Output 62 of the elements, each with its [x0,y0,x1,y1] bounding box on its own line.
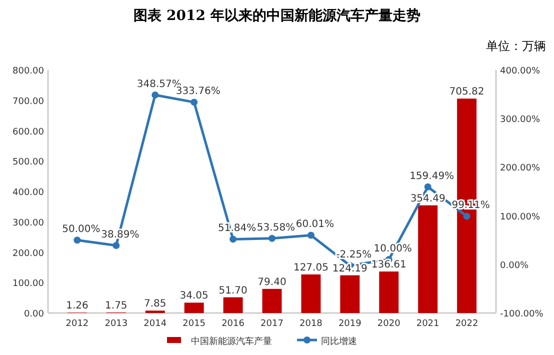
data-label: 34.05 [180,290,208,302]
y-tick-label: 600.00 [12,127,44,138]
x-tick-label: 2012 [66,319,89,329]
data-label: 159.49% [410,170,454,182]
x-tick-label: 2022 [455,319,478,329]
x-tick-label: 2016 [222,319,245,329]
point [190,98,198,106]
chart-subtitle: 单位：万辆 [486,39,546,53]
y-tick-label: 400.00 [12,188,44,198]
y2-tick-label: 0.00% [500,260,530,271]
y-tick-label: 700.00 [12,96,44,107]
data-label: 79.40 [258,276,286,288]
data-label: 136.61 [371,260,406,271]
data-label: 1.75 [105,300,128,312]
data-label: 1.26 [66,300,88,312]
legend-label: 中国新能源汽车产量 [191,336,272,347]
y-tick-label: 500.00 [12,158,44,168]
data-label: 53.58% [256,222,296,234]
y-tick-label: 800.00 [12,66,44,76]
y2-tick-label: -100.00% [500,310,544,320]
bar [379,272,399,313]
y-tick-label: 200.00 [12,248,44,259]
x-tick-label: 2020 [377,319,401,329]
x-tick-label: 2014 [144,319,167,329]
y2-tick-label: 300.00% [500,115,540,126]
point [112,242,120,249]
bar [262,288,282,313]
x-tick-label: 2017 [260,319,284,329]
y-tick-label: 0.00 [24,310,44,320]
data-label: 60.01% [296,219,334,230]
data-label: 7.85 [144,298,166,310]
legend-label: 同比增速 [321,336,357,347]
data-label: 51.70 [218,285,248,296]
bar [340,275,360,313]
data-label: 705.82 [449,86,484,98]
data-label: 333.76% [176,86,220,98]
bar [301,274,321,313]
x-tick-label: 2015 [182,319,206,329]
data-label: 124.19 [332,263,368,274]
x-tick-label: 2021 [416,319,440,329]
x-tick-label: 2018 [300,319,323,329]
data-label: 127.05 [293,262,328,274]
y2-tick-label: 100.00% [500,212,540,222]
point [463,212,470,220]
point [74,236,81,244]
x-tick-label: 2013 [104,319,128,329]
bar [418,205,438,313]
y-tick-label: 300.00 [12,218,44,228]
chart-title: 图表 2012 年以来的中国新能源汽车产量走势 [134,7,420,24]
y2-tick-label: 400.00% [500,66,540,76]
point [152,91,159,98]
point [268,234,276,242]
y-tick-label: 100.00 [12,279,44,290]
point [230,236,237,243]
data-label: -2.25% [336,249,372,260]
data-label: 50.00% [62,224,100,236]
y2-tick-label: 200.00% [500,164,540,174]
bar [184,302,204,313]
bar [223,297,243,313]
point [424,183,432,190]
x-tick-label: 2019 [338,319,362,329]
point [307,232,314,239]
